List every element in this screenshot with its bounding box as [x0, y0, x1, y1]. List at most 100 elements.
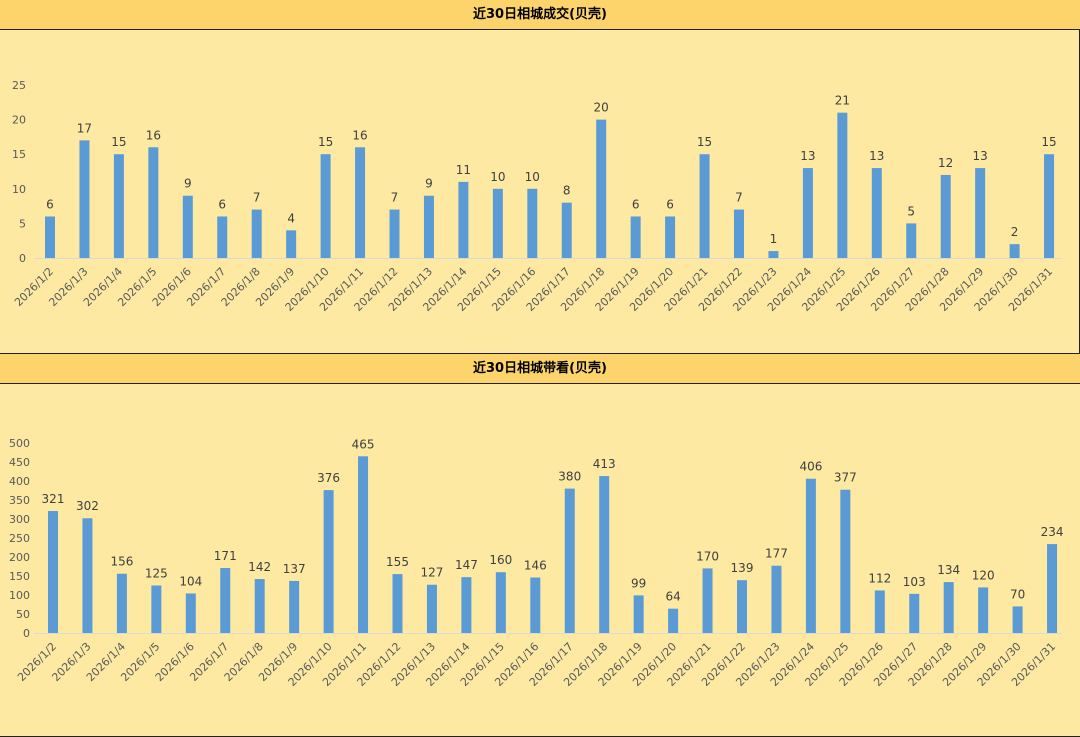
data-label: 171 — [214, 549, 237, 563]
data-label: 104 — [179, 574, 202, 588]
data-label: 321 — [42, 492, 65, 506]
bar — [320, 154, 331, 258]
bar — [251, 209, 262, 258]
data-label: 7 — [253, 191, 261, 205]
data-label: 406 — [799, 460, 822, 474]
bar — [1012, 606, 1023, 633]
chart-panel-viewings: 近30日相城带看(贝壳) 0 50 100 150 200 250 300 350 400 450… — [0, 354, 1080, 737]
data-label: 103 — [903, 575, 926, 589]
bar — [840, 489, 851, 633]
data-label: 380 — [558, 470, 581, 484]
bar — [148, 147, 159, 258]
chart-frame-deals — [0, 29, 1080, 354]
data-label: 9 — [425, 177, 433, 191]
bar — [1009, 244, 1020, 258]
data-label: 13 — [800, 149, 815, 163]
data-label: 5 — [907, 204, 915, 218]
data-label: 142 — [248, 560, 271, 574]
bar — [116, 573, 127, 633]
bar — [495, 572, 506, 633]
y-tick-label: 5 — [19, 217, 26, 230]
bar — [802, 168, 813, 258]
bar — [392, 574, 403, 633]
bar — [151, 585, 162, 633]
data-label: 15 — [111, 135, 126, 149]
bar — [355, 147, 366, 258]
y-tick-label: 25 — [12, 79, 26, 92]
data-label: 7 — [735, 191, 743, 205]
bar — [734, 209, 744, 258]
bar — [768, 251, 779, 258]
data-label: 13 — [973, 149, 988, 163]
data-label: 8 — [563, 184, 571, 198]
bar — [185, 593, 196, 633]
bar — [492, 188, 503, 258]
bar — [668, 608, 679, 633]
data-label: 15 — [1041, 135, 1056, 149]
bar — [874, 590, 885, 633]
data-label: 125 — [145, 567, 168, 581]
bar — [805, 478, 816, 633]
y-tick-label: 20 — [12, 114, 26, 127]
data-label: 15 — [697, 135, 712, 149]
y-tick-label: 200 — [9, 551, 30, 564]
chart-frame-viewings — [0, 383, 1080, 737]
bar — [909, 593, 920, 633]
data-label: 1 — [770, 232, 778, 246]
y-tick-label: 100 — [9, 589, 30, 602]
data-label: 64 — [665, 590, 680, 604]
y-tick-label: 0 — [23, 627, 30, 640]
y-tick-label: 500 — [9, 437, 30, 450]
bar — [423, 195, 434, 258]
bar — [630, 216, 641, 258]
data-label: 6 — [632, 197, 640, 211]
data-label: 16 — [146, 128, 161, 142]
bar — [389, 209, 400, 258]
data-label: 120 — [972, 568, 995, 582]
bar — [943, 582, 954, 633]
data-label: 17 — [77, 121, 92, 135]
bar — [458, 181, 469, 258]
data-label: 302 — [76, 499, 99, 513]
data-label: 6 — [46, 197, 54, 211]
bar — [48, 511, 58, 633]
data-label: 377 — [834, 471, 857, 485]
data-label: 11 — [456, 163, 471, 177]
data-label: 112 — [868, 571, 891, 585]
data-label: 99 — [631, 576, 646, 590]
bar-chart-viewings: 0501001502002503003504004505003212026/1/… — [9, 437, 1064, 689]
data-label: 7 — [391, 191, 399, 205]
bar — [530, 577, 541, 633]
bar — [527, 188, 538, 258]
bar — [771, 565, 782, 633]
bar — [217, 216, 228, 258]
bar — [79, 140, 90, 258]
data-label: 160 — [489, 553, 512, 567]
data-label: 21 — [835, 94, 850, 108]
chart-title-viewings: 近30日相城带看(贝壳) — [0, 354, 1080, 383]
data-label: 234 — [1041, 525, 1064, 539]
bar — [596, 119, 607, 258]
bar — [286, 230, 297, 258]
data-label: 10 — [525, 170, 540, 184]
bar — [978, 587, 989, 633]
bar — [633, 595, 644, 633]
y-tick-label: 300 — [9, 513, 30, 526]
data-label: 13 — [869, 149, 884, 163]
y-tick-label: 150 — [9, 570, 30, 583]
bar — [254, 579, 265, 633]
data-label: 465 — [352, 437, 375, 451]
data-label: 70 — [1010, 587, 1025, 601]
data-label: 10 — [490, 170, 505, 184]
data-label: 139 — [731, 561, 754, 575]
data-label: 147 — [455, 558, 478, 572]
bar — [1044, 154, 1055, 258]
data-label: 6 — [666, 197, 674, 211]
y-tick-label: 50 — [16, 608, 30, 621]
data-label: 127 — [420, 566, 443, 580]
chart-title-deals: 近30日相城成交(贝壳) — [0, 0, 1080, 29]
data-label: 20 — [594, 101, 609, 115]
data-label: 15 — [318, 135, 333, 149]
y-tick-label: 0 — [19, 252, 26, 265]
bar — [358, 456, 369, 633]
